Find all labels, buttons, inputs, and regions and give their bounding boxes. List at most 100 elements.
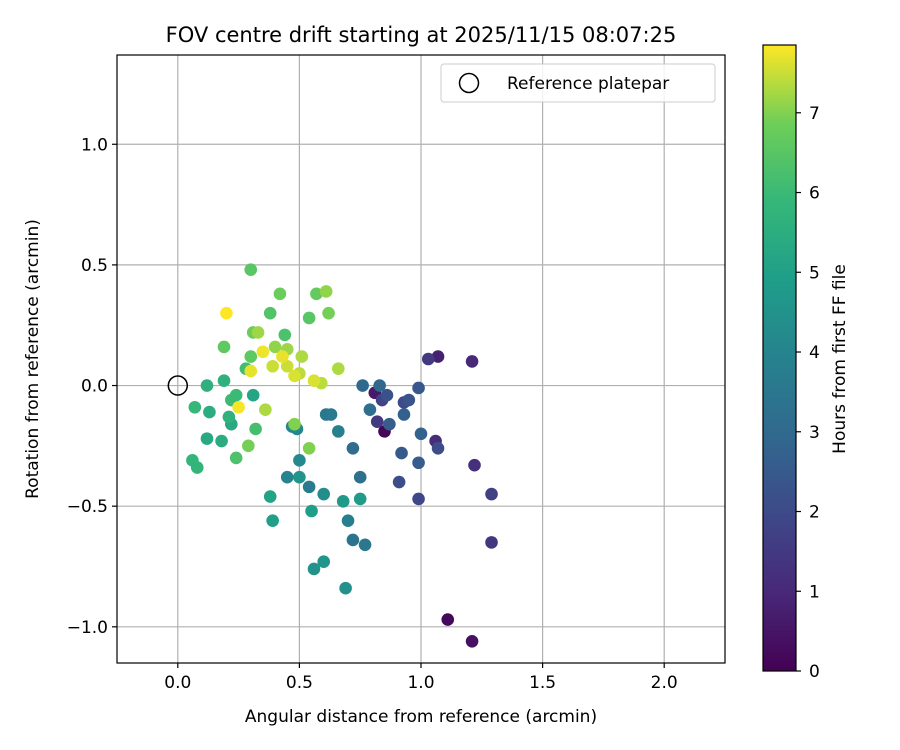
data-point-26 <box>356 379 369 392</box>
data-point-24 <box>414 427 428 441</box>
data-point-67 <box>278 328 292 342</box>
data-point-71 <box>217 340 231 354</box>
colorbar-ticks: 0 1 2 3 4 5 6 7 <box>796 104 820 682</box>
x-tick-label-4: 2.0 <box>651 673 678 693</box>
data-point-34 <box>302 480 316 494</box>
data-point-69 <box>244 263 258 277</box>
data-point-11 <box>485 487 498 501</box>
data-point-93 <box>276 350 289 363</box>
data-point-92 <box>307 374 321 388</box>
data-point-27 <box>346 441 360 455</box>
data-point-50 <box>263 490 277 503</box>
data-point-8 <box>485 536 498 549</box>
data-point-46 <box>336 495 350 508</box>
data-point-9 <box>370 415 384 429</box>
data-point-65 <box>249 422 262 436</box>
data-point-94 <box>244 364 258 378</box>
x-tick-label-2: 1.0 <box>407 673 434 693</box>
data-point-57 <box>217 374 231 388</box>
colorbar-tick-label-5: 5 <box>809 263 820 283</box>
y-tick-label-1: −0.5 <box>67 497 108 517</box>
data-point-28 <box>363 403 377 416</box>
data-points <box>186 263 498 648</box>
chart-title: FOV centre drift starting at 2025/11/15 … <box>166 23 677 47</box>
data-point-82 <box>251 326 265 339</box>
data-point-70 <box>302 311 316 325</box>
colorbar-tick-label-1: 1 <box>809 582 820 602</box>
data-point-49 <box>266 514 279 527</box>
data-point-68 <box>263 306 277 320</box>
data-point-31 <box>358 538 372 552</box>
data-point-85 <box>332 362 345 375</box>
data-point-73 <box>310 287 323 301</box>
data-point-96 <box>232 400 245 414</box>
data-point-80 <box>319 285 333 298</box>
data-point-19 <box>412 381 425 395</box>
data-point-20 <box>395 446 408 460</box>
colorbar-frame <box>762 44 797 672</box>
legend-reference-marker <box>458 72 480 94</box>
data-point-72 <box>244 350 258 363</box>
data-point-37 <box>280 470 294 484</box>
colorbar-tick-label-0: 0 <box>809 662 820 682</box>
reference-marker-group <box>167 375 189 396</box>
colorbar: 0 1 2 3 4 5 6 7 Hours from first FF file <box>762 44 850 682</box>
data-point-16 <box>431 441 445 455</box>
data-point-25 <box>373 379 386 392</box>
data-point-77 <box>322 306 335 320</box>
data-point-40 <box>293 454 306 467</box>
data-point-17 <box>380 388 394 402</box>
data-point-18 <box>402 393 416 407</box>
data-point-43 <box>307 562 321 576</box>
data-point-90 <box>266 359 279 373</box>
data-point-23 <box>397 408 411 421</box>
data-point-63 <box>229 388 243 402</box>
colorbar-tick-label-2: 2 <box>809 503 820 523</box>
data-point-55 <box>203 405 216 419</box>
data-point-56 <box>200 379 214 392</box>
data-point-48 <box>305 504 318 518</box>
data-point-91 <box>288 369 301 383</box>
colorbar-label: Hours from first FF file <box>830 264 850 454</box>
data-point-4 <box>431 350 445 363</box>
y-axis-ticks: −1.0 −0.5 0.0 0.5 1.0 <box>67 135 117 638</box>
legend-entry-reference: Reference platepar <box>507 74 669 94</box>
y-tick-label-0: −1.0 <box>67 618 108 638</box>
data-point-5 <box>465 355 479 368</box>
y-axis-label: Rotation from reference (arcmin) <box>23 219 43 499</box>
data-point-78 <box>302 441 316 455</box>
data-point-33 <box>324 408 338 421</box>
y-tick-label-4: 1.0 <box>81 135 108 155</box>
data-point-89 <box>280 359 294 373</box>
data-point-84 <box>295 350 309 363</box>
data-point-61 <box>188 400 202 414</box>
data-point-44 <box>317 555 331 568</box>
x-tick-label-1: 0.5 <box>286 673 313 693</box>
data-point-15 <box>392 475 406 489</box>
data-point-45 <box>293 470 306 484</box>
colorbar-tick-label-4: 4 <box>809 343 820 363</box>
data-point-66 <box>229 451 243 465</box>
data-point-47 <box>353 492 367 506</box>
colorbar-tick-label-3: 3 <box>809 423 820 443</box>
data-point-30 <box>346 533 360 547</box>
colorbar-tick-label-7: 7 <box>809 104 820 124</box>
data-point-76 <box>242 439 255 453</box>
data-point-13 <box>412 492 425 506</box>
data-point-51 <box>246 388 260 402</box>
data-point-53 <box>200 432 214 445</box>
data-point-21 <box>412 456 425 470</box>
data-point-74 <box>273 287 287 301</box>
data-point-86 <box>259 403 272 416</box>
data-point-35 <box>341 514 355 527</box>
data-point-79 <box>288 417 301 431</box>
data-point-22 <box>383 417 396 431</box>
legend: Reference platepar <box>440 63 716 103</box>
data-point-41 <box>317 487 331 501</box>
colorbar-tick-label-6: 6 <box>809 184 820 204</box>
y-tick-label-3: 0.5 <box>81 256 108 276</box>
data-point-7 <box>468 458 481 472</box>
x-tick-label-3: 1.5 <box>529 673 556 693</box>
data-point-2 <box>465 634 479 648</box>
